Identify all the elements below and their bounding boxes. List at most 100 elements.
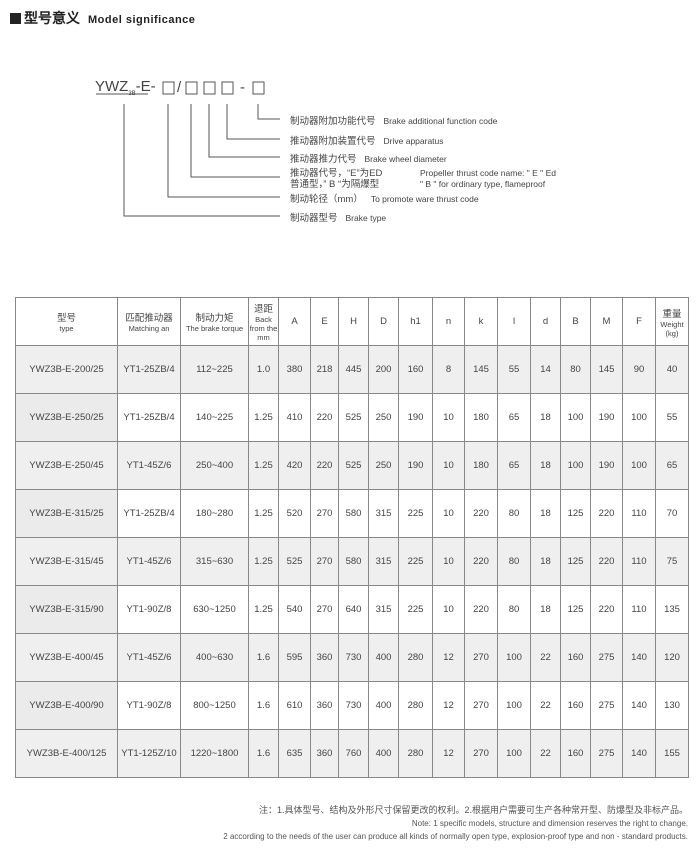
table-cell: 190 (398, 393, 433, 442)
table-cell: 160 (560, 729, 591, 778)
table-cell: 8 (432, 345, 465, 394)
table-cell: 1220~1800 (180, 729, 249, 778)
table-cell: 315 (368, 585, 399, 634)
table-cell: 250~400 (180, 441, 249, 490)
table-cell: 280 (398, 729, 433, 778)
table-cell: 40 (655, 345, 689, 394)
table-cell: 135 (655, 585, 689, 634)
table-cell: 400 (368, 633, 399, 682)
table-cell: 730 (338, 681, 369, 730)
table-row: YWZ3B-E-315/90 YT1-90Z/8 630~1250 1.25 540 27… (15, 585, 689, 634)
notes: 注：1.具体型号、结构及外形尺寸保留更改的权利。2.根据用户需要可生产各种常开型… (223, 804, 688, 843)
table-cell: YT1-45Z/6 (117, 537, 181, 586)
table-cell: 730 (338, 633, 369, 682)
table-cell: 100 (560, 441, 591, 490)
table-cell: 110 (622, 585, 656, 634)
table-cell: YT1-125Z/10 (117, 729, 181, 778)
table-cell: 275 (590, 681, 623, 730)
table-cell: 80 (560, 345, 591, 394)
column-header: F (622, 297, 656, 346)
table-cell: 125 (560, 537, 591, 586)
table-cell: 760 (338, 729, 369, 778)
table-cell: 112~225 (180, 345, 249, 394)
table-cell: 12 (432, 681, 465, 730)
column-header: E (310, 297, 339, 346)
table-cell: 218 (310, 345, 339, 394)
table-cell: 10 (432, 585, 465, 634)
column-header: H (338, 297, 369, 346)
title-cn: 型号意义 (24, 10, 80, 26)
column-header: l (497, 297, 531, 346)
table-cell: 360 (310, 633, 339, 682)
table-cell: 190 (590, 441, 623, 490)
table-cell: 270 (310, 585, 339, 634)
table-cell: 380 (278, 345, 311, 394)
table-cell: YWZ3B-E-250/45 (15, 441, 118, 490)
table-cell: 1.25 (248, 585, 279, 634)
table-cell: 100 (560, 393, 591, 442)
square-bullet-icon (10, 13, 21, 24)
table-cell: 315 (368, 489, 399, 538)
table-cell: 1.6 (248, 729, 279, 778)
table-cell: 22 (530, 729, 561, 778)
column-header: d (530, 297, 561, 346)
table-cell: YWZ3B-E-200/25 (15, 345, 118, 394)
table-cell: 22 (530, 633, 561, 682)
table-cell: 100 (497, 681, 531, 730)
table-cell: 100 (622, 393, 656, 442)
column-header: 重量 Weight (kg) (655, 297, 689, 346)
table-cell: 190 (590, 393, 623, 442)
table-cell: 315 (368, 537, 399, 586)
table-cell: 110 (622, 489, 656, 538)
table-cell: 220 (590, 537, 623, 586)
table-cell: YWZ3B-E-250/25 (15, 393, 118, 442)
table-cell: 80 (497, 585, 531, 634)
table-cell: 540 (278, 585, 311, 634)
table-cell: 140~225 (180, 393, 249, 442)
table-cell: YWZ3B-E-315/25 (15, 489, 118, 538)
table-cell: 100 (497, 633, 531, 682)
table-cell: 190 (398, 441, 433, 490)
table-cell: YT1-90Z/8 (117, 681, 181, 730)
table-cell: 80 (497, 537, 531, 586)
model-code: YWZ3B-E- (95, 78, 156, 97)
table-cell: 1.6 (248, 681, 279, 730)
table-cell: 315~630 (180, 537, 249, 586)
table-cell: 10 (432, 537, 465, 586)
column-header: 匹配推动器 Matching an (117, 297, 181, 346)
note-cn: 注：1.具体型号、结构及外形尺寸保留更改的权利。2.根据用户需要可生产各种常开型… (258, 805, 688, 815)
table-cell: YT1-25ZB/4 (117, 345, 181, 394)
column-header: D (368, 297, 399, 346)
table-cell: 140 (622, 729, 656, 778)
table-row: YWZ3B-E-400/90 YT1-90Z/8 800~1250 1.6 610 360… (15, 681, 689, 730)
table-cell: YT1-45Z/6 (117, 441, 181, 490)
table-cell: 225 (398, 489, 433, 538)
table-cell: 525 (338, 393, 369, 442)
column-header: h1 (398, 297, 433, 346)
title-en: Model significance (88, 14, 196, 26)
table-cell: 220 (590, 585, 623, 634)
section-title: 型号意义 Model significance (10, 8, 195, 28)
column-header: k (464, 297, 498, 346)
code-slash: / (177, 79, 182, 96)
table-cell: 180 (464, 393, 498, 442)
table-cell: 400~630 (180, 633, 249, 682)
table-cell: 280 (398, 681, 433, 730)
table-cell: YWZ3B-E-400/125 (15, 729, 118, 778)
table-row: YWZ3B-E-315/25 YT1-25ZB/4 180~280 1.25 520 27… (15, 489, 689, 538)
code-dash: - (240, 79, 245, 96)
table-cell: 635 (278, 729, 311, 778)
table-cell: 145 (464, 345, 498, 394)
table-cell: 10 (432, 393, 465, 442)
table-cell: 14 (530, 345, 561, 394)
table-cell: 360 (310, 681, 339, 730)
table-cell: 18 (530, 393, 561, 442)
table-cell: 580 (338, 537, 369, 586)
table-cell: 270 (464, 633, 498, 682)
table-cell: YT1-45Z/6 (117, 633, 181, 682)
table-cell: 400 (368, 729, 399, 778)
table-cell: 400 (368, 681, 399, 730)
table-cell: 160 (398, 345, 433, 394)
table-cell: 10 (432, 441, 465, 490)
table-row: YWZ3B-E-250/25 YT1-25ZB/4 140~225 1.25 410 22… (15, 393, 689, 442)
